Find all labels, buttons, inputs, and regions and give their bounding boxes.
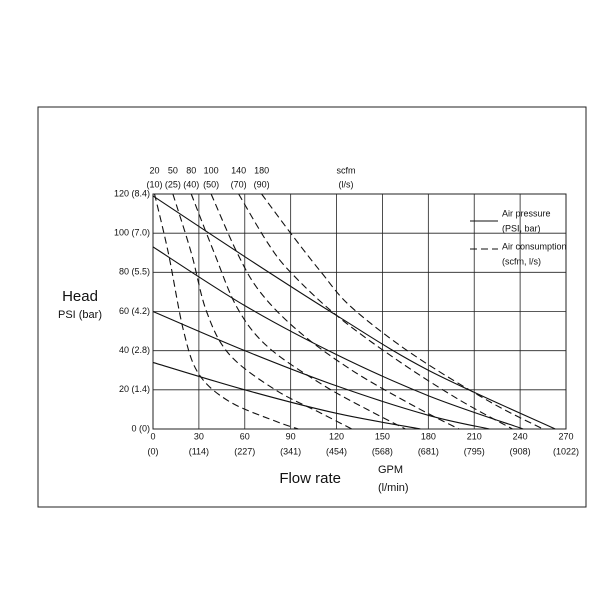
x-unit-2: (l/min) bbox=[378, 482, 409, 494]
curve-label: 20 bbox=[150, 165, 160, 175]
x-title: Flow rate bbox=[279, 470, 341, 487]
legend-label: Air consumption bbox=[502, 241, 567, 251]
y-unit: PSI (bar) bbox=[58, 309, 102, 321]
line bbox=[172, 193, 353, 430]
frame bbox=[37, 106, 587, 508]
curve-label: 180 bbox=[254, 165, 269, 175]
x-tick-label-2: (341) bbox=[280, 446, 301, 456]
y-tick-label: 40 (2.8) bbox=[119, 345, 150, 355]
line bbox=[153, 193, 299, 430]
x-tick-label: 240 bbox=[513, 431, 528, 441]
y-tick-label: 120 (8.4) bbox=[114, 188, 150, 198]
curve-label: 100 bbox=[204, 165, 219, 175]
x-tick-label: 150 bbox=[375, 431, 390, 441]
x-tick-label-2: (568) bbox=[372, 446, 393, 456]
curve-label: (40) bbox=[183, 179, 199, 189]
curve-label: 50 bbox=[168, 165, 178, 175]
line bbox=[210, 193, 460, 430]
top-unit: scfm bbox=[337, 165, 356, 175]
x-tick-label: 90 bbox=[286, 431, 296, 441]
line bbox=[152, 246, 524, 430]
x-tick-label-2: (681) bbox=[418, 446, 439, 456]
x-tick-label-2: (227) bbox=[234, 446, 255, 456]
x-tick-label: 0 bbox=[150, 431, 155, 441]
x-tick-label-2: (795) bbox=[464, 446, 485, 456]
x-tick-label: 60 bbox=[240, 431, 250, 441]
x-tick-label: 270 bbox=[558, 431, 573, 441]
top-unit-2: (l/s) bbox=[339, 179, 354, 189]
line bbox=[190, 193, 406, 430]
legend-label: Air pressure bbox=[502, 208, 551, 218]
x-tick-label: 120 bbox=[329, 431, 344, 441]
curve-label: (10) bbox=[147, 179, 163, 189]
x-tick-label: 180 bbox=[421, 431, 436, 441]
line bbox=[152, 195, 556, 430]
line bbox=[152, 310, 490, 430]
curve-label: 140 bbox=[231, 165, 246, 175]
y-tick-label: 60 (4.2) bbox=[119, 306, 150, 316]
line bbox=[152, 361, 421, 430]
x-tick-label-2: (0) bbox=[148, 446, 159, 456]
x-tick-label-2: (114) bbox=[189, 446, 209, 456]
y-title: Head bbox=[62, 288, 98, 305]
line bbox=[261, 193, 544, 430]
curve-label: 80 bbox=[186, 165, 196, 175]
curve-label: (50) bbox=[203, 179, 219, 189]
curve-label: (25) bbox=[165, 179, 181, 189]
y-tick-label: 20 (1.4) bbox=[119, 384, 150, 394]
y-tick-label: 100 (7.0) bbox=[114, 228, 150, 238]
legend-label: (PSI, bar) bbox=[502, 223, 541, 233]
x-tick-label-2: (908) bbox=[510, 446, 531, 456]
x-tick-label-2: (454) bbox=[326, 446, 347, 456]
x-tick-label: 30 bbox=[194, 431, 204, 441]
x-tick-label: 210 bbox=[467, 431, 482, 441]
curve-label: (70) bbox=[231, 179, 247, 189]
line bbox=[238, 193, 513, 430]
y-tick-label: 80 (5.5) bbox=[119, 267, 150, 277]
x-unit: GPM bbox=[378, 464, 403, 476]
legend-label: (scfm, l/s) bbox=[502, 256, 541, 266]
curve-label: (90) bbox=[254, 179, 270, 189]
y-tick-label: 0 (0) bbox=[131, 423, 150, 433]
x-tick-label-2: (1022) bbox=[553, 446, 579, 456]
